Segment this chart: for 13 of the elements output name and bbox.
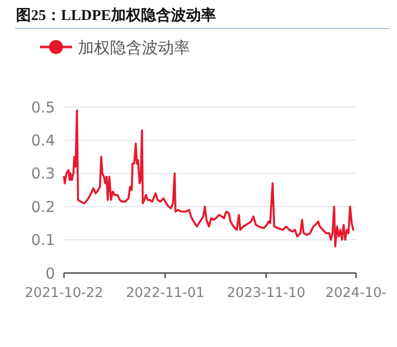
x-tick-label: 2021-10-22 <box>24 285 104 301</box>
legend-label: 加权隐含波动率 <box>78 38 190 57</box>
x-tick-label: 2023-11-10 <box>226 285 306 301</box>
line-series <box>63 109 354 248</box>
y-tick-label: 0.3 <box>31 164 55 183</box>
y-tick-label: 0.4 <box>31 131 55 150</box>
y-tick-label: 0.1 <box>31 231 55 250</box>
chart-title: 图25：LLDPE加权隐含波动率 <box>16 6 216 24</box>
y-tick-label: 0.5 <box>31 98 55 116</box>
x-tick-label: 2024-10- <box>325 285 387 301</box>
x-tick-label: 2022-11-01 <box>126 285 204 301</box>
y-tick-label: 0.2 <box>31 198 55 216</box>
y-tick-label: 0 <box>45 264 55 282</box>
